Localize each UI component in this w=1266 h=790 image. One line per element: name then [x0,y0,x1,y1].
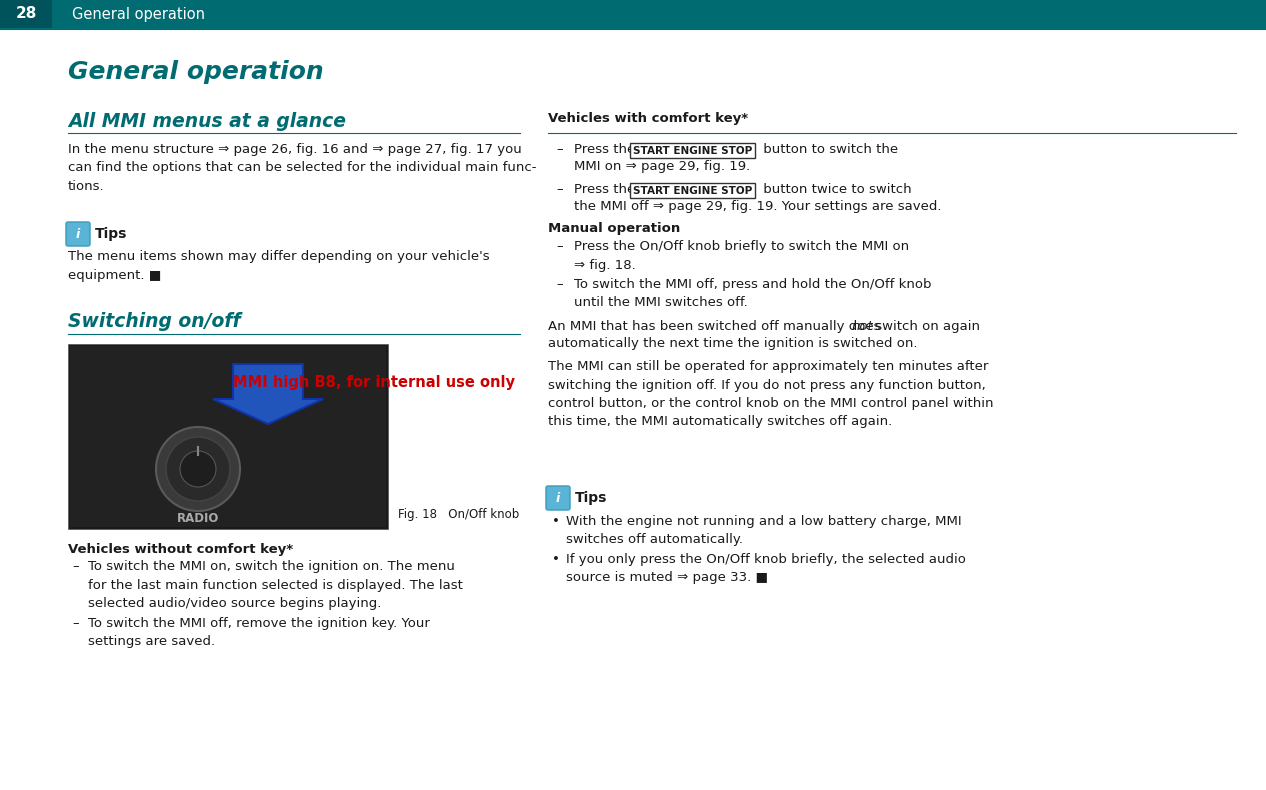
Text: Vehicles without comfort key*: Vehicles without comfort key* [68,543,294,556]
Text: START ENGINE STOP: START ENGINE STOP [633,186,752,197]
Text: Fig. 18   On/Off knob: Fig. 18 On/Off knob [398,508,519,521]
Text: 28: 28 [15,6,37,21]
Text: In the menu structure ⇒ page 26, fig. 16 and ⇒ page 27, fig. 17 you
can find the: In the menu structure ⇒ page 26, fig. 16… [68,143,537,193]
Text: i: i [556,491,560,505]
Text: the MMI off ⇒ page 29, fig. 19. Your settings are saved.: the MMI off ⇒ page 29, fig. 19. Your set… [573,200,942,213]
Text: With the engine not running and a low battery charge, MMI
switches off automatic: With the engine not running and a low ba… [566,515,962,547]
Bar [630,143,755,158]
FancyBboxPatch shape [66,222,90,246]
Text: i: i [76,228,80,240]
Text: Press the On/Off knob briefly to switch the MMI on
⇒ fig. 18.: Press the On/Off knob briefly to switch … [573,240,909,272]
Text: •: • [552,553,560,566]
Bar [68,344,387,529]
Bar [630,183,755,198]
Text: button to switch the: button to switch the [760,143,898,156]
Text: –: – [556,143,562,156]
Text: To switch the MMI off, press and hold the On/Off knob
until the MMI switches off: To switch the MMI off, press and hold th… [573,278,932,310]
Text: •: • [552,515,560,528]
Polygon shape [213,364,323,424]
Text: If you only press the On/Off knob briefly, the selected audio
source is muted ⇒ : If you only press the On/Off knob briefl… [566,553,966,585]
Text: All MMI menus at a glance: All MMI menus at a glance [68,112,346,131]
Circle shape [156,427,241,511]
Text: General operation: General operation [72,6,205,21]
Text: General operation: General operation [68,60,324,84]
Text: To switch the MMI on, switch the ignition on. The menu
for the last main functio: To switch the MMI on, switch the ignitio… [89,560,463,610]
Text: button twice to switch: button twice to switch [760,183,912,196]
Bar [0,0,52,28]
Text: Manual operation: Manual operation [548,222,680,235]
Text: Tips: Tips [95,227,128,241]
FancyBboxPatch shape [546,486,570,510]
Text: To switch the MMI off, remove the ignition key. Your
settings are saved.: To switch the MMI off, remove the igniti… [89,617,430,649]
Text: MMI on ⇒ page 29, fig. 19.: MMI on ⇒ page 29, fig. 19. [573,160,751,173]
Bar [52,0,1266,28]
Text: The menu items shown may differ depending on your vehicle's
equipment. ■: The menu items shown may differ dependin… [68,250,490,281]
Text: Press the: Press the [573,183,639,196]
Text: MMI high B8, for internal use only: MMI high B8, for internal use only [233,374,515,389]
Text: START ENGINE STOP: START ENGINE STOP [633,146,752,156]
Text: switch on again: switch on again [871,320,980,333]
Text: Tips: Tips [575,491,608,505]
Text: The MMI can still be operated for approximately ten minutes after
switching the : The MMI can still be operated for approx… [548,360,994,428]
Text: Switching on/off: Switching on/off [68,312,241,331]
Text: –: – [556,278,562,291]
Text: RADIO: RADIO [177,513,219,525]
Text: not: not [852,320,874,333]
Text: –: – [556,183,562,196]
Text: automatically the next time the ignition is switched on.: automatically the next time the ignition… [548,337,918,350]
Text: Press the: Press the [573,143,639,156]
Text: –: – [72,617,78,630]
Text: An MMI that has been switched off manually does: An MMI that has been switched off manual… [548,320,885,333]
Circle shape [166,437,230,501]
Text: –: – [556,240,562,253]
Text: Vehicles with comfort key*: Vehicles with comfort key* [548,112,748,125]
Text: –: – [72,560,78,573]
Bar [70,346,386,527]
Circle shape [180,451,216,487]
